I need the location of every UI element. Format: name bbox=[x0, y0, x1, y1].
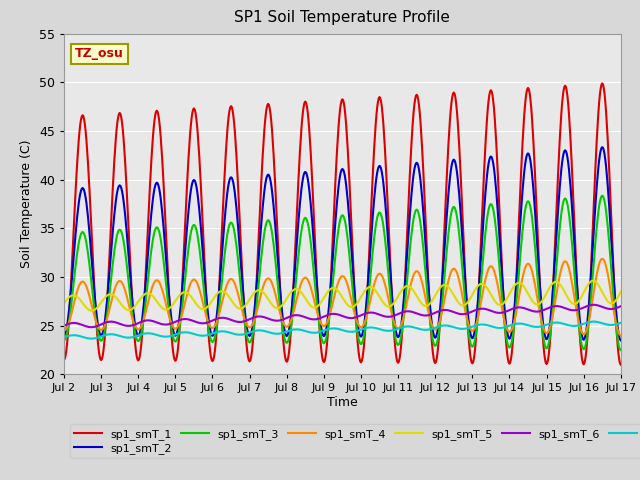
sp1_smT_6 bbox=[183, 316, 191, 322]
sp1_smT_2 bbox=[566, 175, 573, 180]
sp1_smT_1 bbox=[388, 293, 396, 299]
sp1_smT_5 bbox=[589, 278, 597, 284]
sp1_smT_7 bbox=[60, 335, 68, 340]
Line: sp1_smT_4: sp1_smT_4 bbox=[64, 259, 621, 336]
sp1_smT_7 bbox=[444, 323, 451, 328]
sp1_smT_3 bbox=[60, 337, 68, 343]
sp1_smT_6 bbox=[60, 323, 68, 329]
sp1_smT_6 bbox=[617, 303, 625, 309]
Line: sp1_smT_3: sp1_smT_3 bbox=[64, 196, 621, 350]
sp1_smT_7 bbox=[183, 329, 191, 335]
sp1_smT_2 bbox=[617, 337, 625, 343]
sp1_smT_5 bbox=[566, 299, 574, 305]
Line: sp1_smT_6: sp1_smT_6 bbox=[64, 305, 621, 327]
sp1_smT_4 bbox=[598, 256, 606, 262]
sp1_smT_2 bbox=[182, 235, 190, 241]
Y-axis label: Soil Temperature (C): Soil Temperature (C) bbox=[20, 140, 33, 268]
sp1_smT_5 bbox=[60, 300, 68, 306]
sp1_smT_7 bbox=[566, 323, 574, 328]
sp1_smT_6 bbox=[335, 312, 342, 317]
sp1_smT_4 bbox=[388, 312, 396, 317]
sp1_smT_5 bbox=[617, 289, 625, 295]
sp1_smT_4 bbox=[617, 333, 625, 338]
sp1_smT_2 bbox=[443, 212, 451, 218]
sp1_smT_5 bbox=[207, 300, 215, 305]
sp1_smT_1 bbox=[598, 81, 606, 86]
sp1_smT_1 bbox=[334, 135, 342, 141]
sp1_smT_6 bbox=[389, 313, 397, 319]
sp1_smT_3 bbox=[443, 247, 451, 253]
sp1_smT_4 bbox=[566, 269, 573, 275]
sp1_smT_1 bbox=[617, 362, 625, 368]
X-axis label: Time: Time bbox=[327, 396, 358, 409]
sp1_smT_4 bbox=[334, 281, 342, 287]
sp1_smT_5 bbox=[183, 290, 191, 296]
Line: sp1_smT_7: sp1_smT_7 bbox=[64, 322, 621, 338]
sp1_smT_2 bbox=[206, 327, 214, 333]
sp1_smT_5 bbox=[389, 301, 397, 307]
sp1_smT_2 bbox=[334, 191, 342, 197]
sp1_smT_5 bbox=[88, 308, 96, 313]
Text: TZ_osu: TZ_osu bbox=[75, 48, 124, 60]
sp1_smT_2 bbox=[60, 333, 68, 338]
sp1_smT_7 bbox=[207, 331, 215, 337]
sp1_smT_4 bbox=[60, 328, 68, 334]
Title: SP1 Soil Temperature Profile: SP1 Soil Temperature Profile bbox=[234, 11, 451, 25]
sp1_smT_4 bbox=[206, 324, 214, 329]
sp1_smT_7 bbox=[590, 319, 598, 324]
Line: sp1_smT_1: sp1_smT_1 bbox=[64, 84, 621, 365]
sp1_smT_4 bbox=[443, 285, 451, 291]
sp1_smT_5 bbox=[335, 289, 342, 295]
sp1_smT_6 bbox=[207, 318, 215, 324]
Legend: sp1_smT_1, sp1_smT_2, sp1_smT_3, sp1_smT_4, sp1_smT_5, sp1_smT_6, sp1_smT_7: sp1_smT_1, sp1_smT_2, sp1_smT_3, sp1_smT… bbox=[70, 424, 640, 458]
sp1_smT_1 bbox=[206, 348, 214, 354]
sp1_smT_3 bbox=[206, 335, 214, 340]
sp1_smT_3 bbox=[617, 347, 625, 353]
sp1_smT_2 bbox=[598, 144, 606, 150]
sp1_smT_1 bbox=[443, 173, 451, 179]
sp1_smT_7 bbox=[87, 336, 95, 341]
sp1_smT_6 bbox=[444, 307, 451, 313]
sp1_smT_1 bbox=[182, 199, 190, 205]
sp1_smT_6 bbox=[590, 302, 598, 308]
sp1_smT_1 bbox=[60, 357, 68, 363]
sp1_smT_3 bbox=[388, 309, 396, 314]
sp1_smT_2 bbox=[388, 291, 396, 297]
sp1_smT_3 bbox=[598, 193, 606, 199]
sp1_smT_6 bbox=[566, 307, 574, 313]
sp1_smT_7 bbox=[389, 327, 397, 333]
sp1_smT_1 bbox=[566, 123, 573, 129]
Line: sp1_smT_2: sp1_smT_2 bbox=[64, 147, 621, 340]
sp1_smT_3 bbox=[334, 231, 342, 237]
sp1_smT_3 bbox=[182, 265, 190, 271]
sp1_smT_3 bbox=[566, 217, 573, 223]
sp1_smT_6 bbox=[87, 324, 95, 330]
sp1_smT_7 bbox=[617, 320, 625, 325]
Line: sp1_smT_5: sp1_smT_5 bbox=[64, 281, 621, 311]
sp1_smT_5 bbox=[444, 283, 451, 289]
sp1_smT_4 bbox=[182, 295, 190, 300]
sp1_smT_7 bbox=[335, 326, 342, 332]
